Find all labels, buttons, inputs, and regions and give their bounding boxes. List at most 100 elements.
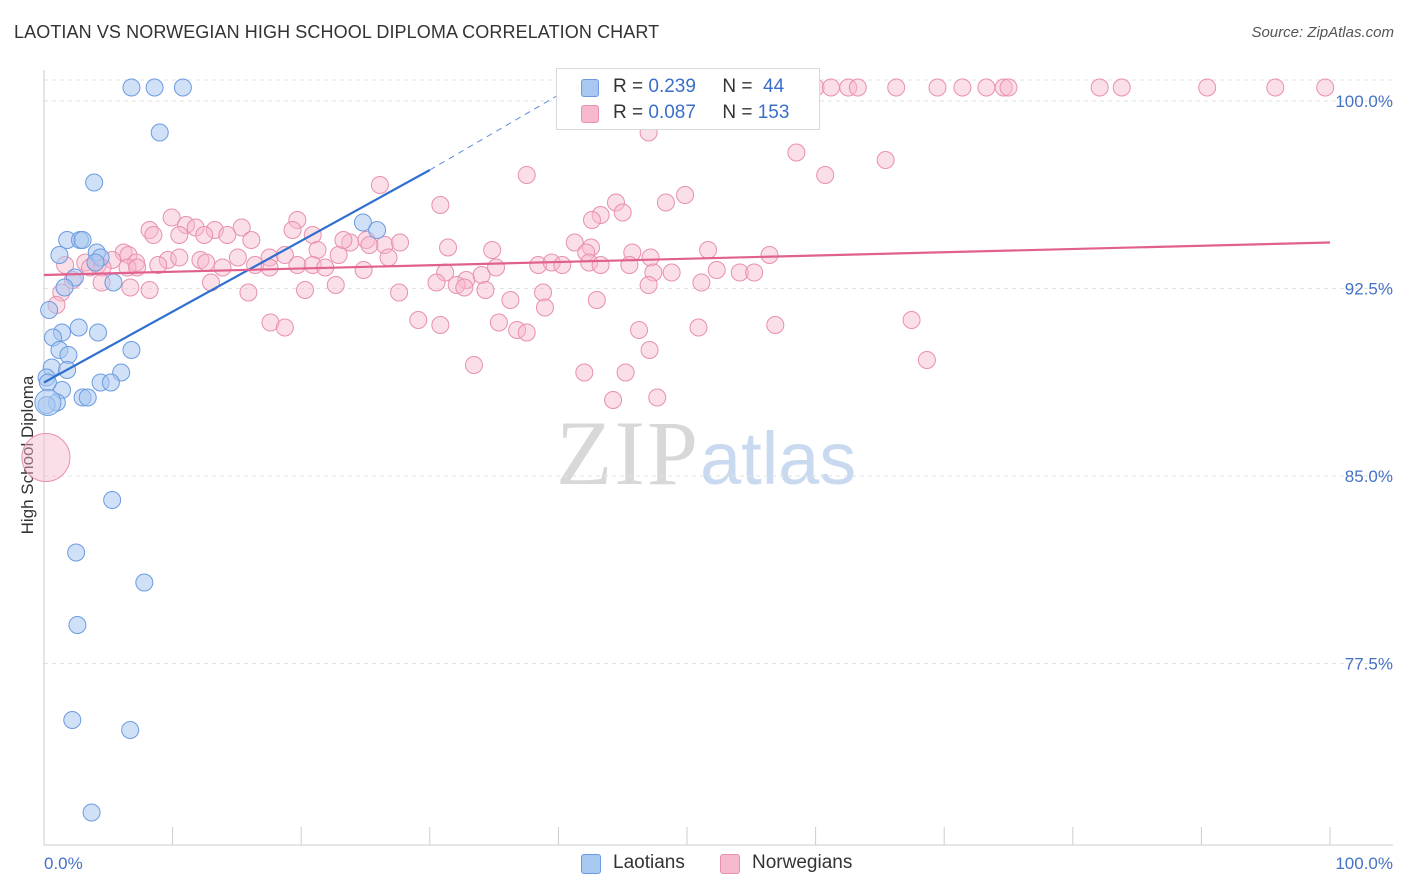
norwegian-point [149,256,168,274]
norwegian-point [121,278,140,297]
norwegian-swatch [581,105,599,123]
laotian-trend-extension [429,94,559,171]
norwegian-point [630,321,649,339]
norwegian-point [275,318,294,337]
norwegian-point [329,246,348,264]
laotian-point [59,346,78,364]
norwegian-point [999,78,1018,97]
legend-n-label: N = [722,102,753,123]
norwegian-point [575,363,594,382]
norwegian-point [707,261,726,279]
norwegian-point [1090,78,1109,97]
gridlines [44,79,1393,664]
norwegian-point [648,388,667,407]
norwegian-point [127,253,146,272]
norwegian-point [162,208,181,227]
norwegian-point [582,211,601,229]
norwegian-point [261,313,280,332]
laotian-point [122,78,141,97]
laotian-point [89,323,108,342]
laotian-point [103,491,122,509]
norwegian-point [489,313,508,332]
norwegian-point [1112,78,1131,97]
correlation-legend: R = 0.239 N = 44 R = 0.087 N = 153 [556,68,820,130]
norwegian-point [354,261,373,279]
norwegian-point [197,253,216,272]
norwegian-point [431,316,450,334]
norwegian-point [144,226,163,244]
norwegian-point [839,78,858,97]
norwegian-point [326,276,345,294]
norwegian-point [553,256,572,274]
norwegian-point [565,233,584,252]
norwegian-point [613,203,632,222]
axes [43,70,1393,846]
norwegian-point [766,316,785,334]
norwegian-point [902,311,921,329]
laotian-point [40,301,59,319]
norwegian-points [21,78,1335,482]
norwegian-point [213,258,232,277]
norwegian-point [699,241,718,259]
norwegian-point [821,78,840,97]
y-tick-label: 77.5% [1345,655,1393,674]
norwegian-point [360,236,379,254]
norwegian-point [370,176,389,194]
norwegian-point [170,226,189,244]
legend-n-value: 153 [757,102,790,123]
norwegian-point [288,256,307,274]
norwegian-point [283,221,302,239]
norwegian-point [656,193,675,212]
laotian-point [34,389,62,416]
source-label: Source: ZipAtlas.com [1251,24,1394,41]
norwegian-point [876,151,895,169]
norwegian-point [483,241,502,259]
norwegian-point [308,241,327,259]
norwegian-point [517,323,536,342]
norwegian-point [1198,78,1217,97]
laotian-point [122,341,141,359]
norwegian-point [228,248,247,267]
laotian-point [63,711,82,729]
norwegian-point [616,363,635,382]
norwegian-point [639,276,658,294]
laotian-points [34,78,387,822]
norwegian-point [1316,78,1335,97]
norwegian-point [689,318,708,337]
y-tick-label: 100.0% [1335,92,1393,111]
norwegian-point [760,246,779,264]
norwegians-label: Norwegians [752,852,853,873]
norwegian-point [140,281,159,299]
norwegian-point [487,258,506,277]
legend-r-value: 0.087 [648,102,696,123]
x-tick-label: 100.0% [1335,854,1393,873]
norwegian-point [587,291,606,309]
norwegian-point [158,251,177,269]
norwegian-point [604,391,623,409]
norwegian-point [692,273,711,292]
norwegian-point [917,351,936,369]
norwegian-point [928,78,947,97]
norwegian-point [816,166,835,184]
norwegian-point [409,311,428,329]
watermark: ZIPatlas [556,400,856,506]
laotians-label: Laotians [613,852,685,873]
norwegian-point [390,283,409,302]
norwegian-point [334,231,353,249]
norwegian-point [591,256,610,274]
watermark-atlas: atlas [700,417,857,500]
norwegian-point [439,238,458,257]
laotian-point [78,388,97,407]
norwegian-point [239,283,258,302]
norwegian-point [218,226,237,244]
laotian-point [353,213,372,232]
laotian-point [150,123,169,142]
norwegian-point [887,78,906,97]
legend-r-value: 0.239 [648,76,696,97]
x-tick-label: 0.0% [44,854,83,873]
norwegian-point [21,433,71,482]
laotian-point [135,573,154,592]
trend-lines [43,94,1331,384]
norwegian-point [431,196,450,214]
